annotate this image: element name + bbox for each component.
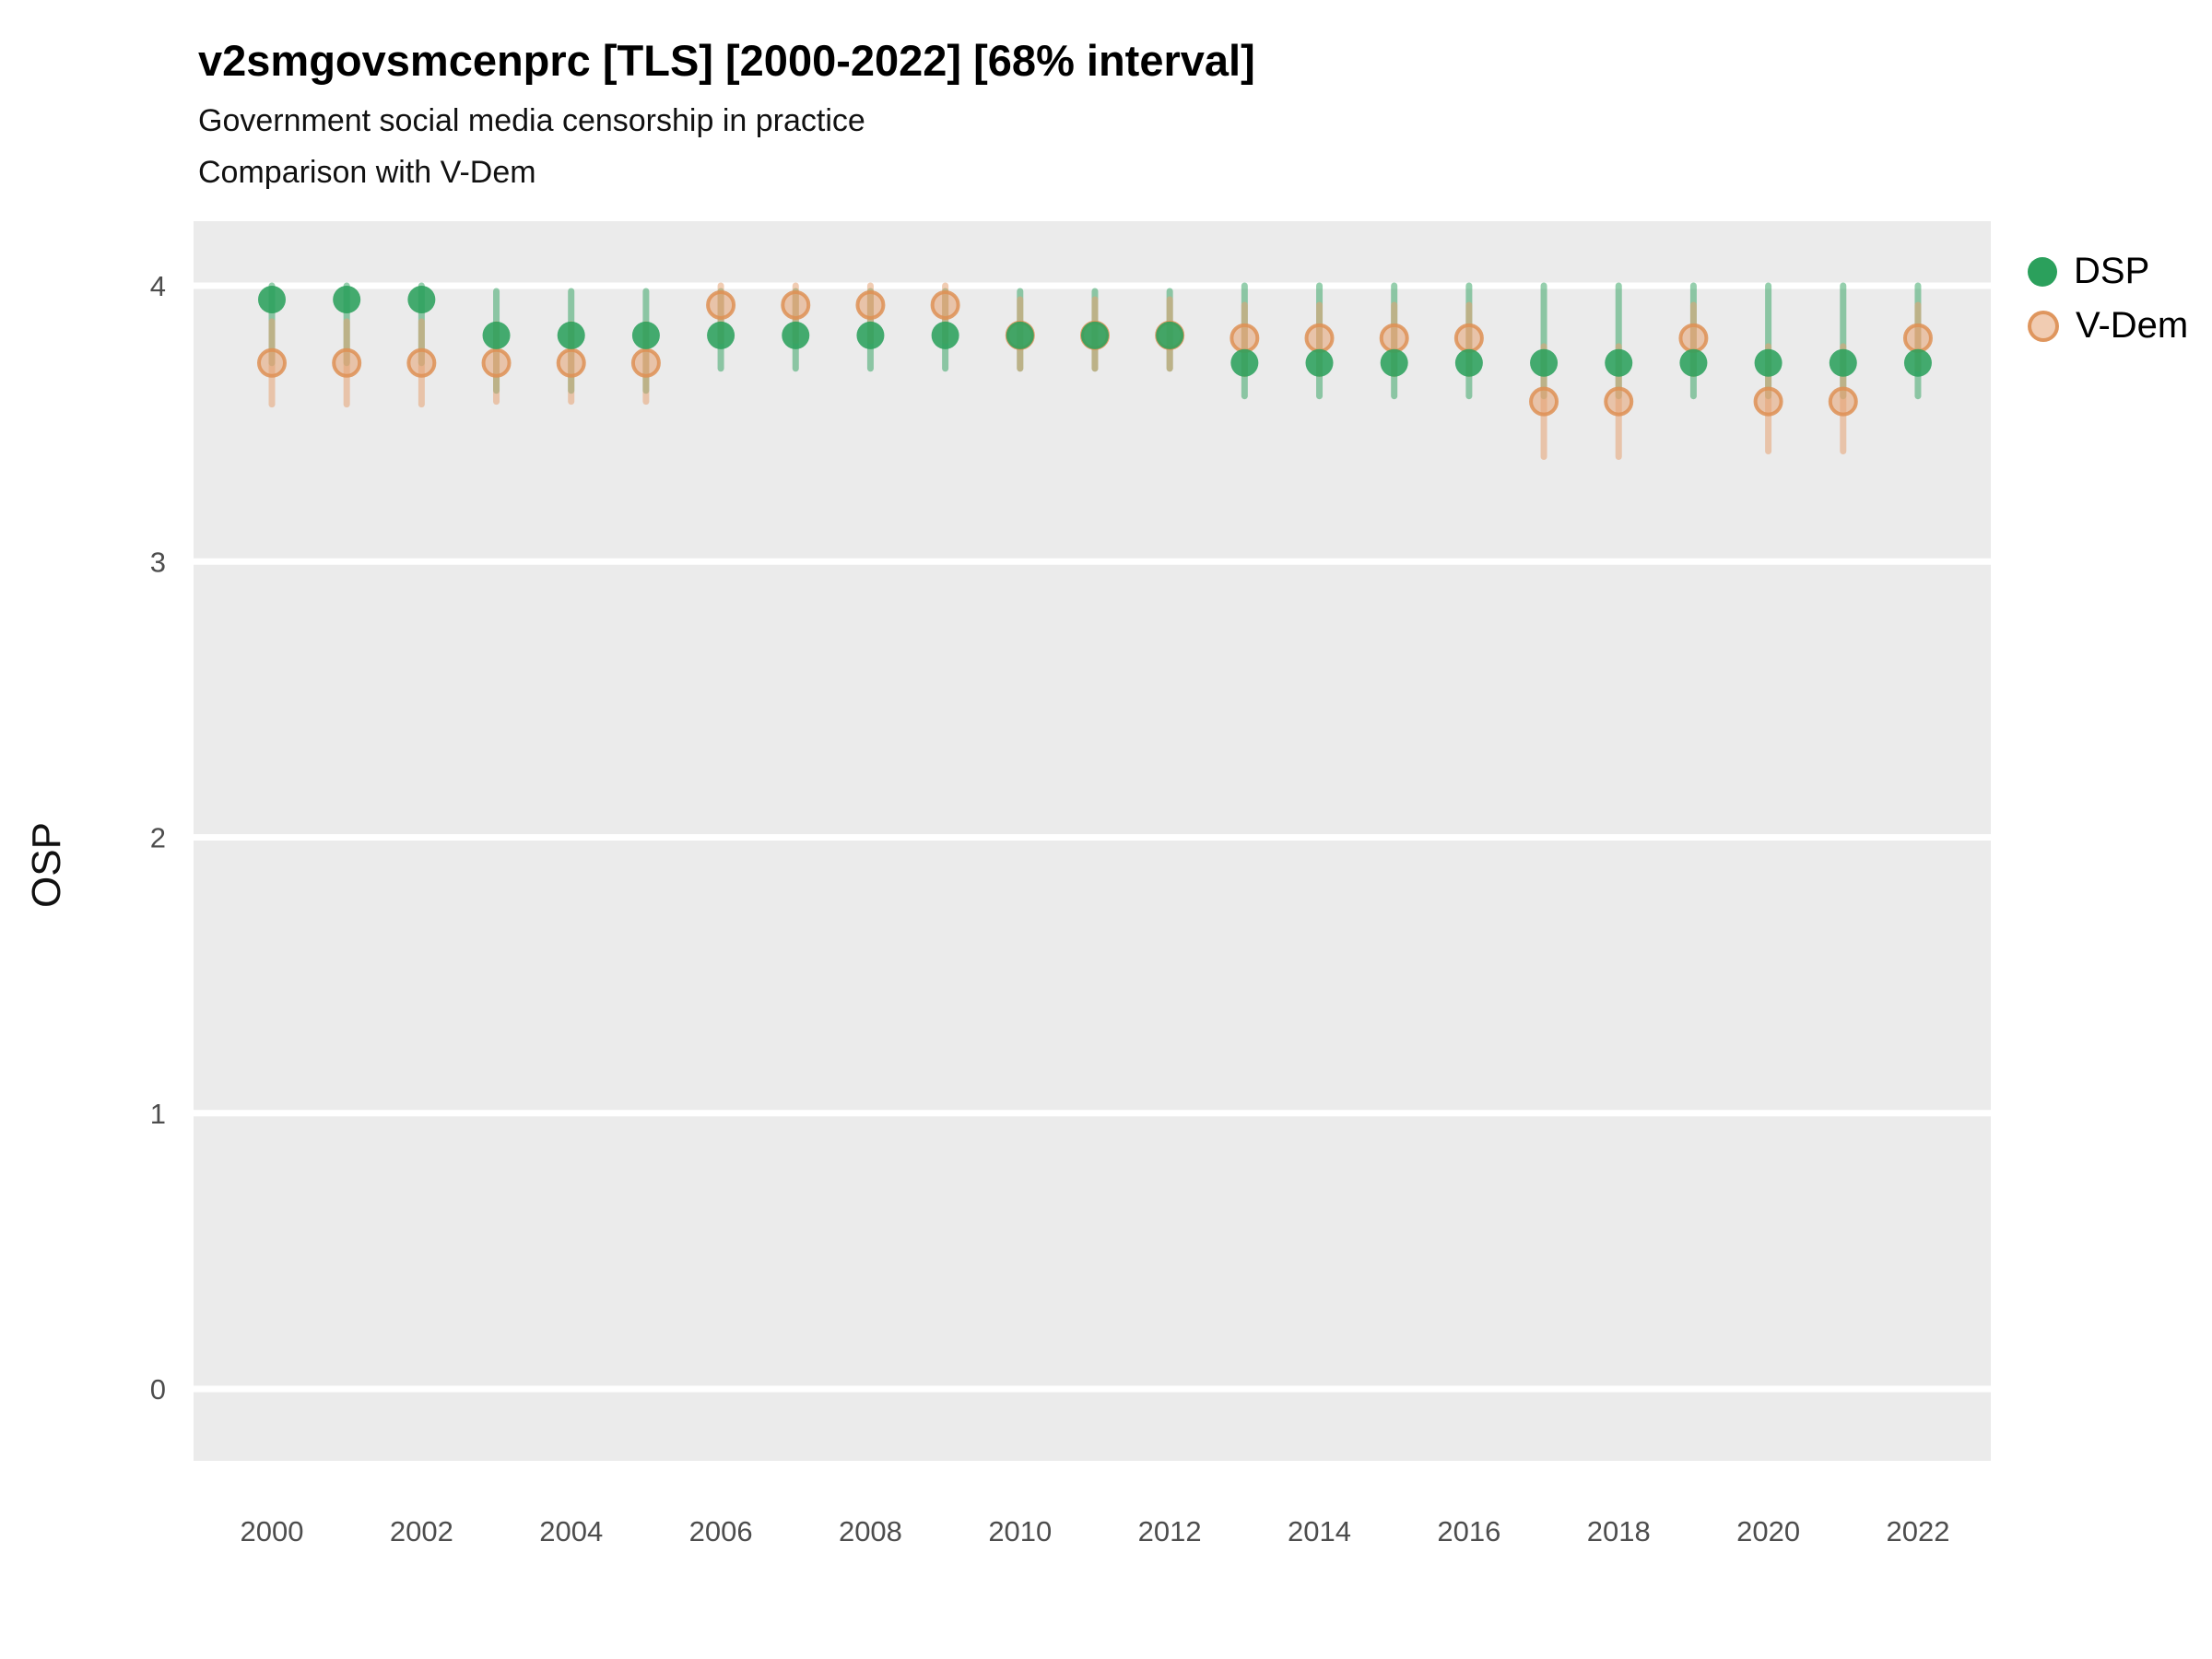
dsp-legend-label: DSP — [2074, 251, 2150, 291]
dsp-point — [482, 321, 511, 349]
dsp-point — [1530, 348, 1559, 377]
chart-subtitle-line2: Comparison with V-Dem — [198, 155, 536, 190]
v-dem-legend-label: V-Dem — [2076, 305, 2189, 346]
dsp-point — [1605, 348, 1633, 377]
x-tick-label: 2022 — [1886, 1515, 1949, 1547]
v-dem-legend-marker-icon — [2028, 310, 2059, 342]
v-dem-point — [1230, 323, 1260, 353]
y-tick-label: 2 — [150, 822, 166, 854]
v-dem-point — [332, 347, 362, 378]
y-axis-label: OSP — [24, 822, 69, 908]
dsp-legend-marker-icon — [2028, 256, 2057, 287]
legend-item-dsp: DSP — [2028, 251, 2188, 292]
x-tick-label: 2014 — [1288, 1515, 1351, 1547]
dsp-point — [1305, 348, 1334, 377]
dsp-point — [1006, 321, 1034, 349]
dsp-point — [707, 321, 735, 349]
v-dem-point — [855, 289, 886, 320]
x-tick-label: 2006 — [689, 1515, 753, 1547]
v-dem-point — [1902, 323, 1933, 353]
dsp-point — [557, 321, 585, 349]
dsp-point — [1156, 321, 1184, 349]
x-tick-label: 2020 — [1736, 1515, 1800, 1547]
x-tick-label: 2018 — [1587, 1515, 1651, 1547]
v-dem-point — [481, 347, 512, 378]
v-dem-point — [1753, 386, 1783, 417]
v-dem-point — [1529, 386, 1559, 417]
dsp-point — [1080, 321, 1109, 349]
dsp-point — [931, 321, 959, 349]
v-dem-point — [1453, 323, 1484, 353]
v-dem-point — [781, 289, 811, 320]
v-dem-point — [556, 347, 586, 378]
dsp-point — [782, 321, 810, 349]
x-tick-label: 2002 — [390, 1515, 453, 1547]
dsp-point — [1754, 348, 1783, 377]
v-dem-point — [1379, 323, 1409, 353]
v-dem-point — [1304, 323, 1335, 353]
dsp-point — [1829, 348, 1857, 377]
v-dem-point — [406, 347, 437, 378]
x-tick-label: 2004 — [539, 1515, 603, 1547]
chart-title: v2smgovsmcenprc [TLS] [2000-2022] [68% i… — [198, 36, 1255, 85]
legend-item-vdem: V-Dem — [2028, 305, 2188, 347]
dsp-point — [1380, 348, 1408, 377]
v-dem-point — [1604, 386, 1634, 417]
v-dem-point — [1678, 323, 1709, 353]
dsp-point — [1230, 348, 1259, 377]
y-tick-label: 0 — [150, 1373, 166, 1406]
x-tick-label: 2012 — [1138, 1515, 1202, 1547]
dsp-point — [407, 285, 436, 313]
dsp-point — [258, 285, 286, 313]
dsp-point — [333, 285, 361, 313]
dsp-point — [1903, 348, 1932, 377]
y-tick-label: 1 — [150, 1098, 166, 1130]
chart-subtitle-line1: Government social media censorship in pr… — [198, 103, 865, 138]
x-tick-label: 2008 — [839, 1515, 902, 1547]
dsp-point — [631, 321, 660, 349]
legend: DSP V-Dem — [2028, 251, 2188, 347]
x-tick-label: 2016 — [1437, 1515, 1500, 1547]
y-tick-label: 3 — [150, 546, 166, 578]
v-dem-point — [257, 347, 287, 378]
dsp-point — [856, 321, 885, 349]
v-dem-point — [930, 289, 960, 320]
x-tick-label: 2010 — [988, 1515, 1052, 1547]
dsp-point — [1679, 348, 1708, 377]
plot-panel — [194, 221, 1991, 1461]
x-tick-label: 2000 — [241, 1515, 304, 1547]
v-dem-point — [706, 289, 736, 320]
dsp-point — [1454, 348, 1483, 377]
v-dem-point — [1828, 386, 1858, 417]
v-dem-point — [630, 347, 661, 378]
y-tick-label: 4 — [150, 270, 166, 302]
